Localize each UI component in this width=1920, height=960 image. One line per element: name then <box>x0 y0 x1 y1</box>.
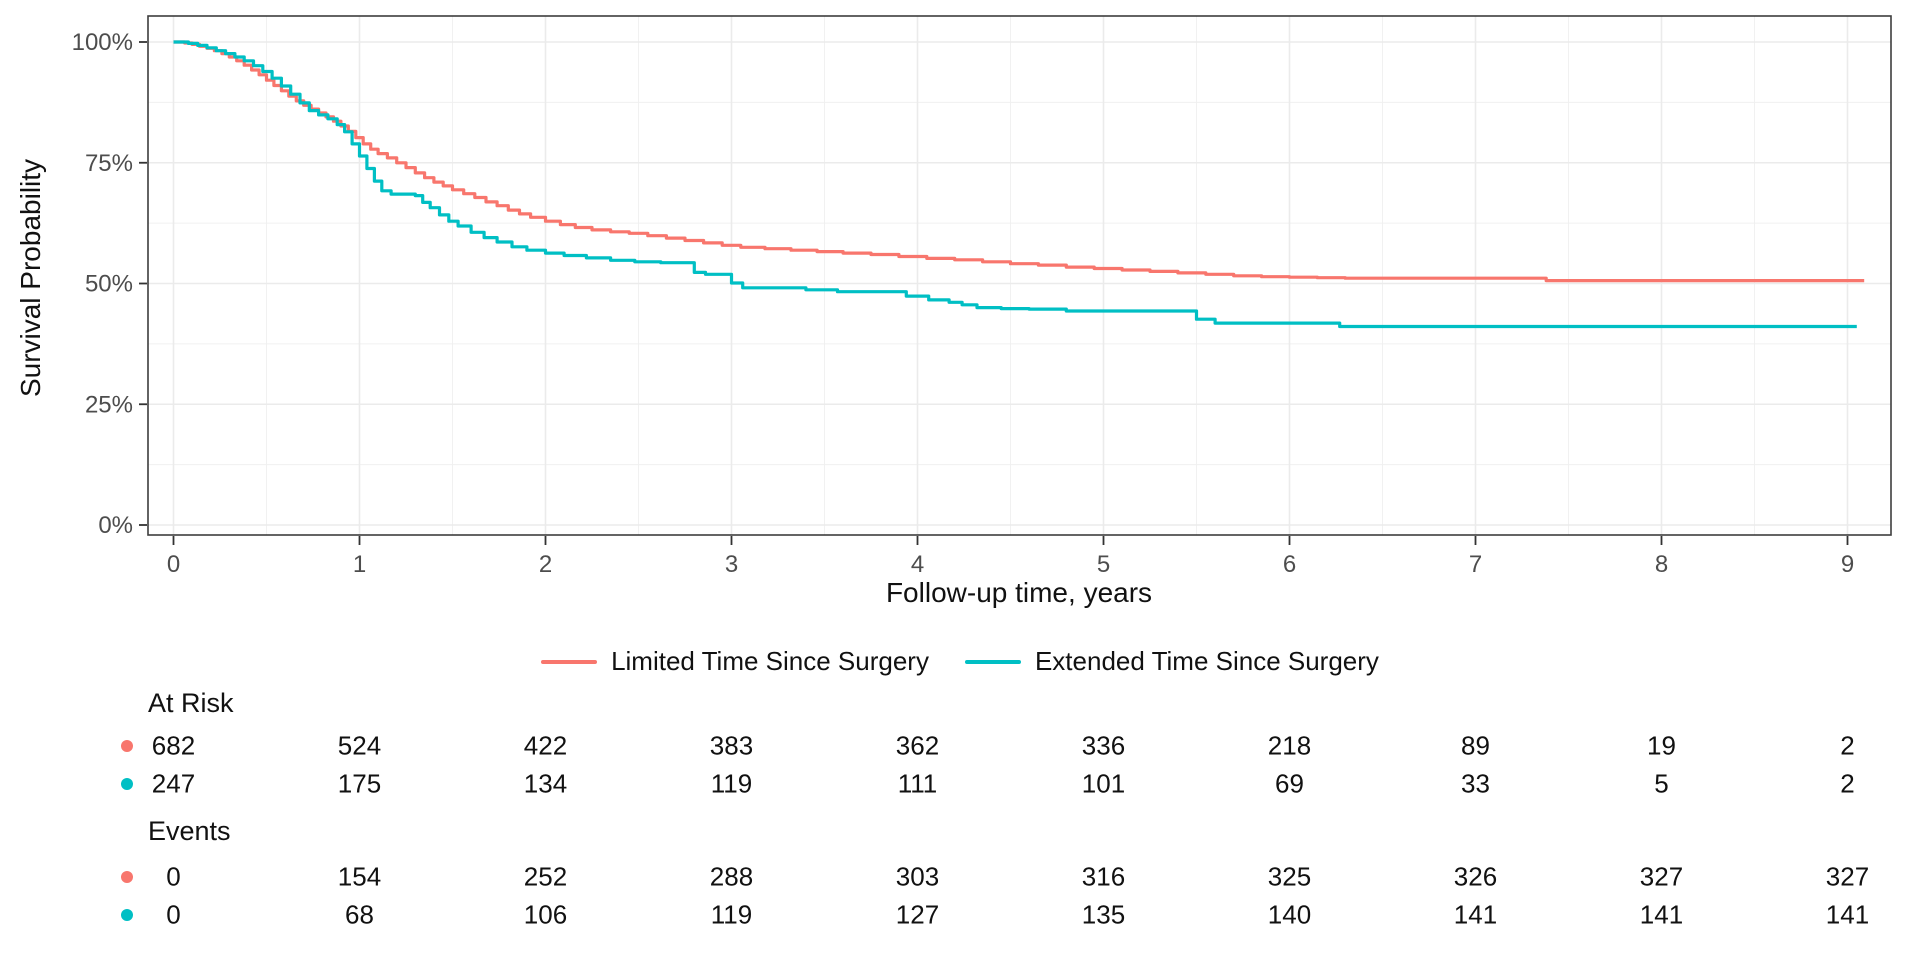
y-tick-label: 75% <box>85 150 133 177</box>
y-tick-label: 100% <box>72 29 133 56</box>
events-value-extended: 135 <box>1081 899 1126 930</box>
legend: Limited Time Since Surgery Extended Time… <box>0 646 1920 677</box>
legend-label-limited: Limited Time Since Surgery <box>611 646 929 676</box>
x-tick-label: 5 <box>1097 551 1110 578</box>
legend-item-limited: Limited Time Since Surgery <box>541 646 929 677</box>
events-value-extended: 141 <box>1639 899 1684 930</box>
y-tick-label: 25% <box>85 391 133 418</box>
at-risk-value-limited: 218 <box>1267 730 1312 761</box>
series-dot <box>121 871 133 883</box>
events-value-extended: 119 <box>710 899 753 930</box>
series-dot <box>121 740 133 752</box>
series-dot <box>121 909 133 921</box>
events-value-limited: 154 <box>337 861 382 892</box>
x-tick-label: 3 <box>725 551 738 578</box>
at-risk-value-limited: 682 <box>151 730 196 761</box>
events-value-extended: 0 <box>166 899 181 930</box>
x-tick-label: 7 <box>1469 551 1482 578</box>
x-tick-label: 0 <box>167 551 180 578</box>
at-risk-value-extended: 2 <box>1840 768 1855 799</box>
survival-curves <box>173 40 1865 329</box>
km-plot: 0 1 2 3 4 5 6 7 8 9 0% 25% 50% 75% 100% <box>72 15 1892 578</box>
events-value-limited: 288 <box>709 861 754 892</box>
events-value-limited: 0 <box>166 861 181 892</box>
x-tick-label: 9 <box>1841 551 1854 578</box>
survival-curve-limited <box>173 40 1865 283</box>
at-risk-value-limited: 336 <box>1081 730 1126 761</box>
axis-tick-labels: 0 1 2 3 4 5 6 7 8 9 0% 25% 50% 75% 100% <box>72 29 1855 578</box>
at-risk-value-extended: 175 <box>337 768 382 799</box>
events-value-extended: 106 <box>523 899 568 930</box>
events-value-extended: 68 <box>345 899 374 930</box>
events-value-limited: 327 <box>1639 861 1684 892</box>
events-value-limited: 326 <box>1453 861 1498 892</box>
at-risk-value-extended: 119 <box>710 768 753 799</box>
events-value-limited: 303 <box>895 861 940 892</box>
at-risk-value-extended: 69 <box>1275 768 1304 799</box>
legend-item-extended: Extended Time Since Surgery <box>964 646 1379 677</box>
x-tick-label: 2 <box>539 551 552 578</box>
at-risk-value-limited: 383 <box>709 730 754 761</box>
x-tick-label: 4 <box>911 551 924 578</box>
at-risk-value-extended: 134 <box>523 768 568 799</box>
events-value-extended: 141 <box>1453 899 1498 930</box>
survival-curve-extended <box>173 40 1857 329</box>
y-tick-label: 50% <box>85 271 133 298</box>
at-risk-header: At Risk <box>148 688 234 718</box>
at-risk-value-limited: 524 <box>337 730 382 761</box>
x-tick-label: 6 <box>1283 551 1296 578</box>
at-risk-value-limited: 89 <box>1461 730 1490 761</box>
events-header: Events <box>148 816 231 846</box>
at-risk-value-extended: 247 <box>151 768 196 799</box>
legend-line-swatch-extended <box>964 659 1021 664</box>
at-risk-value-extended: 111 <box>897 768 938 799</box>
axis-ticks <box>139 41 1849 545</box>
y-axis-title: Survival Probability <box>15 158 46 398</box>
events-value-limited: 316 <box>1081 861 1126 892</box>
x-tick-label: 8 <box>1655 551 1668 578</box>
legend-label-extended: Extended Time Since Surgery <box>1034 646 1379 676</box>
panel-border <box>147 15 1892 536</box>
y-tick-label: 0% <box>98 512 133 539</box>
series-dot <box>121 778 133 790</box>
at-risk-value-extended: 5 <box>1654 768 1669 799</box>
at-risk-value-limited: 422 <box>523 730 568 761</box>
x-tick-label: 1 <box>353 551 366 578</box>
events-value-extended: 141 <box>1825 899 1870 930</box>
at-risk-value-limited: 362 <box>895 730 940 761</box>
at-risk-value-extended: 101 <box>1081 768 1126 799</box>
at-risk-value-limited: 19 <box>1647 730 1676 761</box>
events-value-extended: 140 <box>1267 899 1312 930</box>
events-value-limited: 325 <box>1267 861 1312 892</box>
events-value-limited: 327 <box>1825 861 1870 892</box>
at-risk-value-extended: 33 <box>1461 768 1490 799</box>
grid-major <box>148 16 1891 535</box>
at-risk-value-limited: 2 <box>1840 730 1855 761</box>
legend-line-swatch-limited <box>541 659 598 664</box>
grid-minor <box>148 16 1891 535</box>
x-axis-title: Follow-up time, years <box>885 577 1153 608</box>
events-value-extended: 127 <box>895 899 940 930</box>
events-value-limited: 252 <box>523 861 568 892</box>
